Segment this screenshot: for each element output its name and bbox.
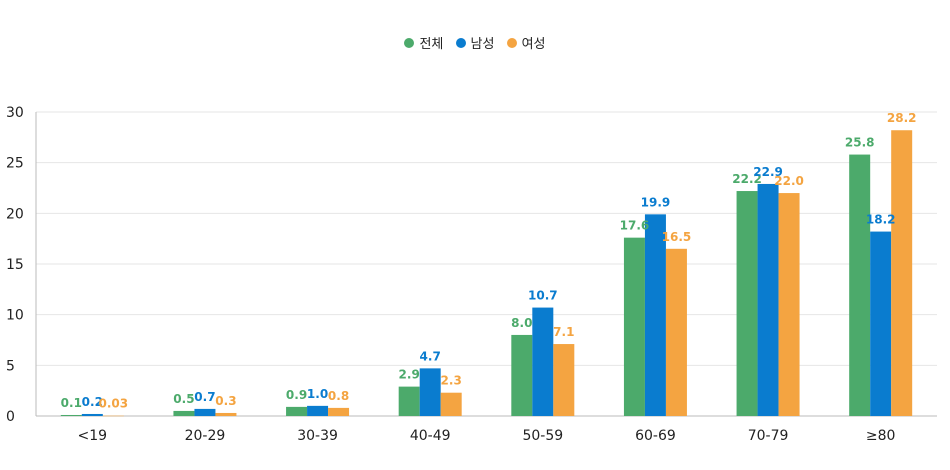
data-label: 0.2	[82, 395, 103, 409]
bar	[60, 414, 82, 416]
x-axis: <19 20-29 30-39 40-49 50-59 60-69 70-79 ≥80	[78, 428, 896, 444]
bar	[757, 183, 779, 416]
legend-label-female: 여성	[521, 37, 546, 52]
bar	[194, 408, 216, 416]
x-tick-label: <19	[78, 428, 108, 444]
data-label: 7.1	[553, 325, 574, 339]
bar	[532, 307, 554, 416]
legend-item-female: 여성	[506, 33, 546, 52]
gridlines	[36, 111, 937, 417]
data-label: 2.9	[399, 368, 420, 382]
data-label: 0.5	[173, 392, 194, 406]
data-label: 0.8	[328, 389, 349, 403]
data-label: 22.2	[732, 172, 762, 186]
bar	[665, 248, 687, 416]
legend-marker-total	[404, 37, 415, 48]
data-label: 22.9	[753, 165, 783, 179]
data-label: 0.7	[194, 390, 215, 404]
bar	[891, 130, 913, 417]
legend-item-male: 남성	[455, 33, 495, 52]
data-label: 1.0	[307, 387, 328, 401]
bar	[849, 154, 871, 416]
y-tick-label: 15	[6, 257, 24, 273]
x-tick-label: 50-59	[522, 428, 563, 444]
data-label: 4.7	[420, 349, 441, 363]
x-tick-label: 40-49	[410, 428, 451, 444]
bar	[440, 392, 462, 416]
bar	[419, 368, 441, 416]
data-label: 0.9	[286, 388, 307, 402]
x-tick-label: 60-69	[635, 428, 676, 444]
data-label: 2.3	[441, 374, 462, 388]
bar	[644, 214, 666, 416]
x-tick-label: 20-29	[185, 428, 226, 444]
data-label: 0.3	[215, 394, 236, 408]
legend-label-total: 전체	[419, 37, 444, 52]
legend: 전체 남성 여성	[0, 33, 950, 52]
bar	[328, 407, 350, 416]
bar	[553, 344, 575, 416]
legend-item-total: 전체	[404, 33, 443, 52]
bar	[511, 334, 533, 416]
bars	[60, 130, 913, 417]
legend-marker-male	[455, 37, 466, 48]
bar	[398, 386, 420, 416]
legend-marker-female	[506, 37, 517, 48]
y-tick-label: 10	[6, 308, 24, 324]
data-label: 16.5	[662, 230, 692, 244]
data-label: 28.2	[887, 111, 917, 125]
y-tick-label: 25	[6, 156, 24, 172]
bar	[778, 193, 800, 416]
bar	[215, 412, 237, 416]
legend-label-male: 남성	[470, 37, 495, 52]
bar	[623, 237, 645, 416]
data-label: 0.03	[99, 397, 129, 411]
y-tick-label: 20	[6, 206, 24, 222]
bar	[81, 413, 103, 416]
bar	[307, 405, 329, 416]
data-label: 19.9	[641, 195, 671, 209]
y-tick-label: 30	[6, 105, 24, 121]
y-tick-label: 5	[6, 358, 15, 374]
data-label: 8.0	[511, 316, 532, 330]
data-label: 17.6	[620, 219, 650, 233]
y-tick-label: 0	[6, 409, 15, 425]
data-label: 25.8	[845, 136, 875, 150]
bar	[286, 406, 308, 416]
x-tick-label: ≥80	[866, 428, 896, 444]
bar	[173, 410, 195, 416]
data-labels: 0.1 0.20.03 0.5 0.7 0.3 0.9 1.0 0.8 2.94.72.3 8.0…	[61, 111, 917, 410]
x-tick-label: 70-79	[748, 428, 789, 444]
data-label: 10.7	[528, 289, 558, 303]
x-tick-label: 30-39	[297, 428, 338, 444]
data-label: 22.0	[774, 174, 804, 188]
y-axis: 0 5 10 15 20 25 30	[6, 105, 37, 425]
bar	[736, 191, 758, 416]
data-label: 0.1	[61, 396, 82, 410]
data-label: 18.2	[866, 213, 896, 227]
bar	[870, 231, 892, 416]
bar	[102, 415, 124, 417]
